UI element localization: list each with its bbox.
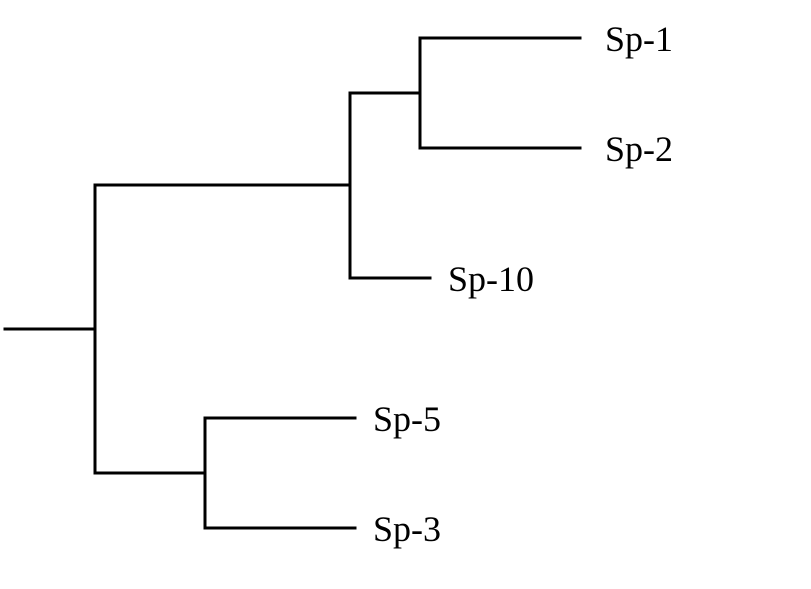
leaf-label-sp5: Sp-5 xyxy=(373,398,441,440)
dendrogram: Sp-1 Sp-2 Sp-10 Sp-5 Sp-3 xyxy=(0,0,811,584)
leaf-label-sp10: Sp-10 xyxy=(448,258,534,300)
leaf-label-sp1: Sp-1 xyxy=(605,18,673,60)
leaf-label-sp3: Sp-3 xyxy=(373,508,441,550)
tree-lines xyxy=(0,0,811,584)
leaf-label-sp2: Sp-2 xyxy=(605,128,673,170)
